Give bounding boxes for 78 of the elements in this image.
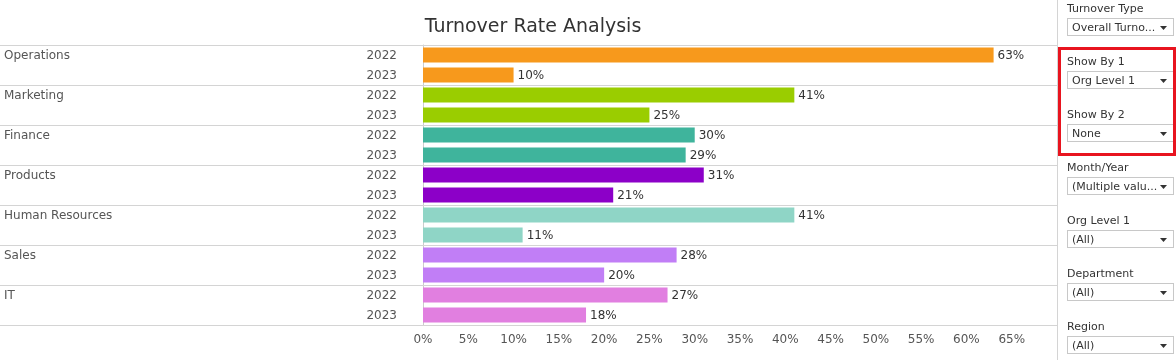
data-label: 41% <box>798 208 826 222</box>
dropdown[interactable]: (All) <box>1067 336 1174 354</box>
text: Human Resources <box>4 207 113 223</box>
text: Marketing <box>4 87 64 103</box>
text: Month/Year <box>1067 161 1130 175</box>
data-label: 18% <box>590 308 617 322</box>
bar <box>423 247 677 263</box>
data-label: 11% <box>526 228 554 242</box>
bar <box>423 287 668 303</box>
text: Region <box>1067 320 1106 334</box>
chart-title: Turnover Rate Analysis <box>423 13 642 36</box>
x-tick-label: 35% <box>726 332 754 346</box>
data-label: 41% <box>798 88 826 102</box>
data-label: 28% <box>680 248 708 262</box>
x-tick-label: 45% <box>817 332 844 346</box>
y-tick-label: 2022 <box>366 88 397 102</box>
data-label: 31% <box>707 168 735 182</box>
x-tick-label: 55% <box>907 332 935 346</box>
bar <box>423 207 795 223</box>
y-tick-label: 2022 <box>366 248 397 262</box>
x-tick-label: 10% <box>500 332 527 346</box>
x-tick-label: 60% <box>953 332 980 346</box>
dropdown[interactable]: (All) <box>1067 230 1174 248</box>
data-label: 10% <box>517 68 545 82</box>
y-tick-label: 2023 <box>366 108 397 122</box>
data-label: 21% <box>617 188 644 202</box>
dropdown[interactable]: (All) <box>1067 283 1174 301</box>
text: Show By 2 <box>1067 108 1126 122</box>
data-label: 30% <box>698 128 726 142</box>
bar <box>423 167 704 183</box>
y-tick-label: 2022 <box>366 208 397 222</box>
y-tick-label: 2023 <box>366 308 397 322</box>
dropdown[interactable]: (Multiple valu... <box>1067 177 1174 195</box>
bar <box>423 227 523 243</box>
y-tick-label: 2023 <box>366 148 397 162</box>
text: Department <box>1067 267 1135 281</box>
y-tick-label: 2022 <box>366 48 397 62</box>
x-tick-label: 30% <box>681 332 709 346</box>
y-tick-label: 2022 <box>366 288 397 302</box>
x-tick-label: 20% <box>590 332 618 346</box>
text: Show By 1 <box>1067 55 1126 69</box>
bar <box>423 107 650 123</box>
data-label: 20% <box>608 268 635 282</box>
x-tick-label: 25% <box>636 332 663 346</box>
x-tick-label: 5% <box>458 332 478 346</box>
bar <box>423 47 994 63</box>
y-tick-label: 2023 <box>366 188 397 202</box>
text: Finance <box>4 127 50 143</box>
x-tick-label: 40% <box>771 332 799 346</box>
dropdown[interactable]: Overall Turno... <box>1067 18 1174 36</box>
bar <box>423 87 795 103</box>
dropdown[interactable]: None <box>1067 124 1174 142</box>
bar <box>423 67 514 83</box>
bar <box>423 187 614 203</box>
y-tick-label: 2022 <box>366 128 397 142</box>
bar <box>423 267 605 283</box>
text: Turnover Type <box>1067 2 1145 16</box>
bar <box>423 127 695 143</box>
text: Sales <box>4 247 36 263</box>
y-tick-label: 2023 <box>366 228 397 242</box>
bar <box>423 147 686 163</box>
text: IT <box>4 287 15 303</box>
x-tick-label: 50% <box>862 332 890 346</box>
y-tick-label: 2023 <box>366 68 397 82</box>
x-tick-label: 0% <box>413 332 433 346</box>
x-tick-label: 65% <box>998 332 1026 346</box>
y-tick-label: 2023 <box>366 268 397 282</box>
x-tick-label: 15% <box>545 332 573 346</box>
text: Products <box>4 167 56 183</box>
y-tick-label: 2022 <box>366 168 397 182</box>
text: Org Level 1 <box>1067 214 1131 228</box>
data-label: 63% <box>997 48 1025 62</box>
data-label: 27% <box>671 288 699 302</box>
dropdown[interactable]: Org Level 1 <box>1067 71 1174 89</box>
bar <box>423 307 587 323</box>
data-label: 29% <box>689 148 717 162</box>
text: Operations <box>4 47 70 63</box>
data-label: 25% <box>653 108 681 122</box>
